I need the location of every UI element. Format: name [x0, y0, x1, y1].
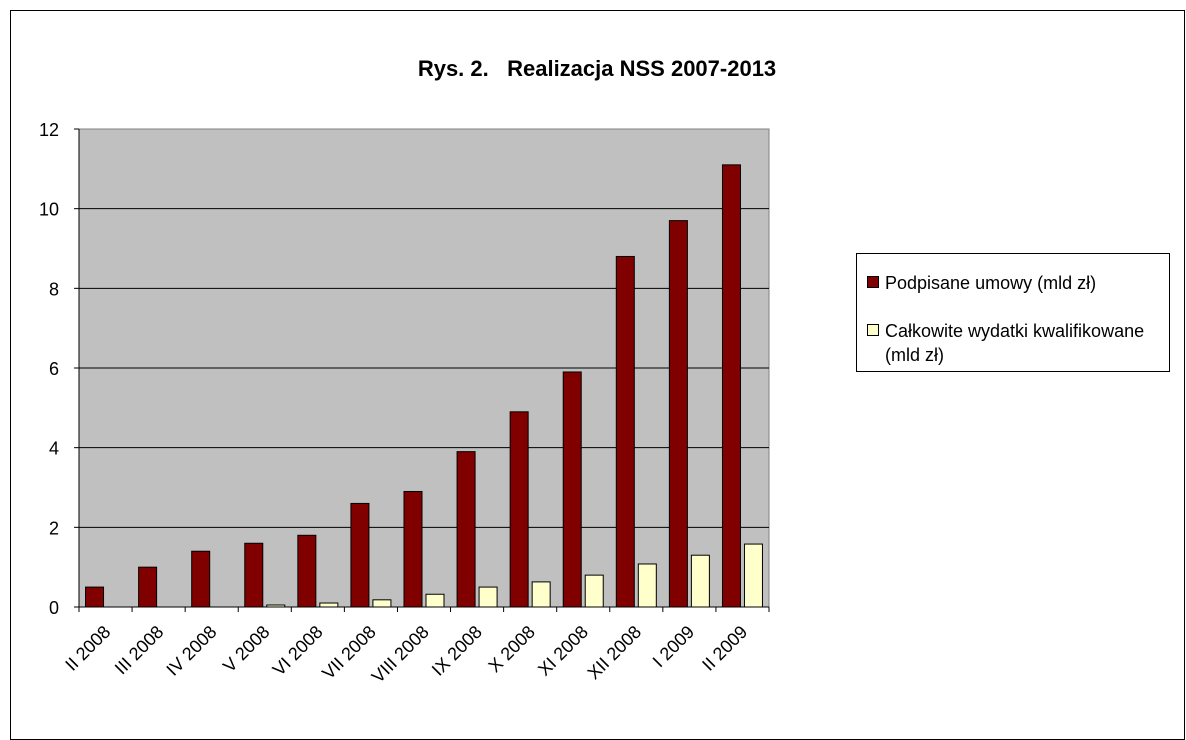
- y-tick-label: 4: [49, 439, 59, 459]
- x-tick-label: X 2008: [484, 622, 538, 676]
- bar-signed: [722, 165, 740, 607]
- y-tick-label: 8: [49, 279, 59, 299]
- bar-signed: [616, 256, 634, 607]
- legend-item-signed: Podpisane umowy (mld zł): [867, 271, 1096, 295]
- bar-signed: [351, 503, 369, 607]
- bar-expenses: [373, 600, 391, 607]
- legend: Podpisane umowy (mld zł) Całkowite wydat…: [856, 253, 1170, 372]
- x-tick-label: V 2008: [219, 622, 273, 676]
- bar-expenses: [691, 555, 709, 607]
- x-tick-label: IV 2008: [162, 622, 220, 680]
- bar-expenses: [532, 582, 550, 607]
- bar-signed: [86, 587, 104, 607]
- bar-expenses: [320, 603, 338, 607]
- y-tick-label: 2: [49, 518, 59, 538]
- bar-signed: [192, 551, 210, 607]
- bar-signed: [457, 452, 475, 607]
- x-tick-label: VI 2008: [269, 622, 327, 680]
- y-tick-label: 10: [39, 200, 59, 220]
- y-tick-label: 6: [49, 359, 59, 379]
- x-tick-label: II 2009: [698, 622, 751, 675]
- bar-signed: [510, 412, 528, 607]
- y-tick-label: 12: [39, 120, 59, 140]
- bar-signed: [245, 543, 263, 607]
- legend-swatch-expenses: [867, 324, 879, 336]
- bar-expenses: [426, 594, 444, 607]
- y-tick-label: 0: [49, 598, 59, 618]
- x-tick-label: I 2009: [649, 622, 699, 672]
- x-tick-label: III 2008: [111, 622, 168, 679]
- x-tick-label: VIII 2008: [368, 622, 433, 687]
- y-tick-labels: 0 2 4 6 8 10 12: [39, 120, 59, 618]
- x-tick-label: II 2008: [61, 622, 114, 675]
- bar-signed: [563, 372, 581, 607]
- x-tick-label: XII 2008: [584, 622, 646, 684]
- bar-expenses: [744, 544, 762, 607]
- x-tick-label: IX 2008: [428, 622, 486, 680]
- bar-signed: [298, 535, 316, 607]
- chart-title: Rys. 2. Realizacja NSS 2007-2013: [418, 56, 776, 81]
- bar-signed: [139, 567, 157, 607]
- x-tick-label: XI 2008: [534, 622, 592, 680]
- bar-expenses: [638, 564, 656, 607]
- legend-swatch-signed: [867, 276, 879, 288]
- legend-item-expenses: Całkowite wydatki kwalifikowane (mld zł): [867, 319, 1157, 367]
- bar-expenses: [585, 575, 603, 607]
- bar-expenses: [479, 587, 497, 607]
- bar-signed: [404, 491, 422, 607]
- bar-signed: [669, 221, 687, 607]
- legend-label-signed: Podpisane umowy (mld zł): [885, 271, 1096, 295]
- legend-label-expenses: Całkowite wydatki kwalifikowane (mld zł): [885, 319, 1157, 367]
